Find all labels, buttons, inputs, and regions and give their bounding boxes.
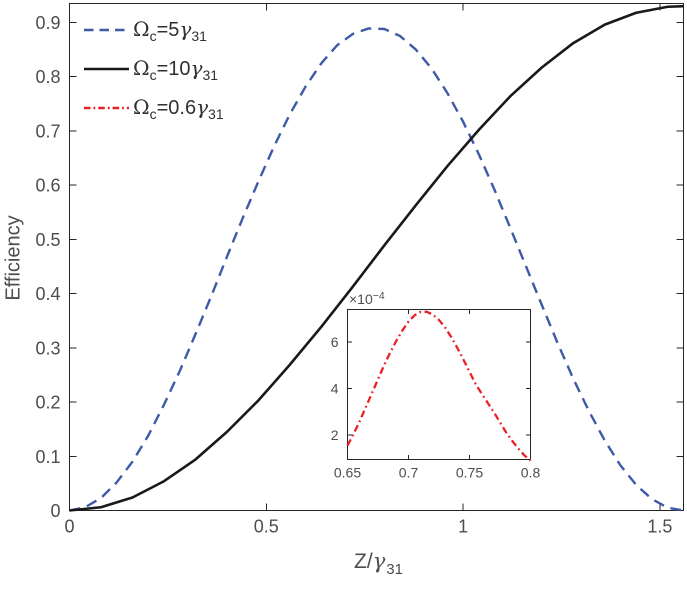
inset-scale-label: ×10−4 [349, 290, 385, 307]
legend-value: =5 [156, 19, 180, 41]
legend-item-1: Ωc=10γ31 [84, 49, 224, 88]
main-y-tick-label: 0.6 [35, 176, 60, 196]
legend-item-2: Ωc=0.6γ31 [84, 88, 224, 127]
legend-value: =0.6 [156, 97, 197, 119]
legend-value: =10 [156, 58, 191, 80]
legend: Ωc=5γ31 Ωc=10γ31 Ωc=0.6γ31 [84, 10, 224, 127]
main-x-tick-label: 1 [458, 517, 468, 537]
gamma-subscript: 31 [208, 106, 224, 122]
main-y-tick-label: 0 [50, 501, 60, 521]
main-y-tick-label: 0.8 [35, 67, 60, 87]
legend-item-0: Ωc=5γ31 [84, 10, 224, 49]
omega-symbol: Ω [133, 17, 150, 41]
legend-line-sample-dash-dot [84, 106, 129, 109]
inset-y-tick-label: 2 [331, 427, 339, 443]
main-axes-box [69, 3, 684, 511]
inset-x-tick-label: 0.8 [521, 465, 541, 481]
main-y-tick-label: 0.2 [35, 393, 60, 413]
main-y-tick-label: 0.4 [35, 284, 60, 304]
main-x-tick-label: 1.5 [647, 517, 672, 537]
inset-x-tick-label: 0.7 [399, 465, 419, 481]
inset-scale-exponent: −4 [372, 290, 385, 302]
legend-label: Ωc=5γ31 [133, 17, 207, 44]
gamma-symbol: γ [372, 549, 386, 573]
main-y-tick-label: 0.1 [35, 447, 60, 467]
main-y-tick-label: 0.3 [35, 338, 60, 358]
gamma-subscript: 31 [191, 28, 207, 44]
x-axis-label-subscript: 31 [386, 561, 403, 578]
omega-symbol: Ω [133, 56, 150, 80]
main-y-tick-label: 0.9 [35, 13, 60, 33]
gamma-symbol: γ [179, 17, 192, 41]
main-series-0 [69, 27, 684, 512]
gamma-symbol: γ [196, 95, 209, 119]
x-axis-label: Z/γ31 [354, 549, 403, 578]
omega-subscript: c [149, 106, 157, 122]
main-series-1 [69, 4, 684, 512]
inset-scale-base: ×10 [349, 291, 373, 307]
main-x-tick-label: 0 [64, 517, 74, 537]
omega-subscript: c [149, 28, 157, 44]
legend-label: Ωc=10γ31 [133, 56, 219, 83]
gamma-subscript: 31 [202, 67, 219, 83]
inset-series-0 [346, 310, 532, 462]
inset-background [347, 309, 531, 460]
omega-subscript: c [149, 67, 157, 83]
inset-x-tick-label: 0.65 [334, 465, 361, 481]
main-y-tick-label: 0.7 [35, 121, 60, 141]
legend-line-sample-dashed [84, 28, 129, 31]
inset-axes-box [347, 309, 531, 460]
omega-symbol: Ω [133, 95, 150, 119]
main-y-tick-label: 0.5 [35, 230, 60, 250]
inset-y-tick-label: 4 [331, 381, 339, 397]
inset-y-tick-label: 6 [331, 334, 339, 350]
inset-x-tick-label: 0.75 [456, 465, 483, 481]
legend-label: Ωc=0.6γ31 [133, 95, 224, 122]
gamma-symbol: γ [190, 56, 203, 80]
main-x-tick-label: 0.5 [254, 517, 279, 537]
x-axis-label-prefix: Z/ [354, 550, 373, 573]
y-axis-label: Efficiency [2, 215, 25, 301]
legend-line-sample-solid [84, 67, 129, 70]
